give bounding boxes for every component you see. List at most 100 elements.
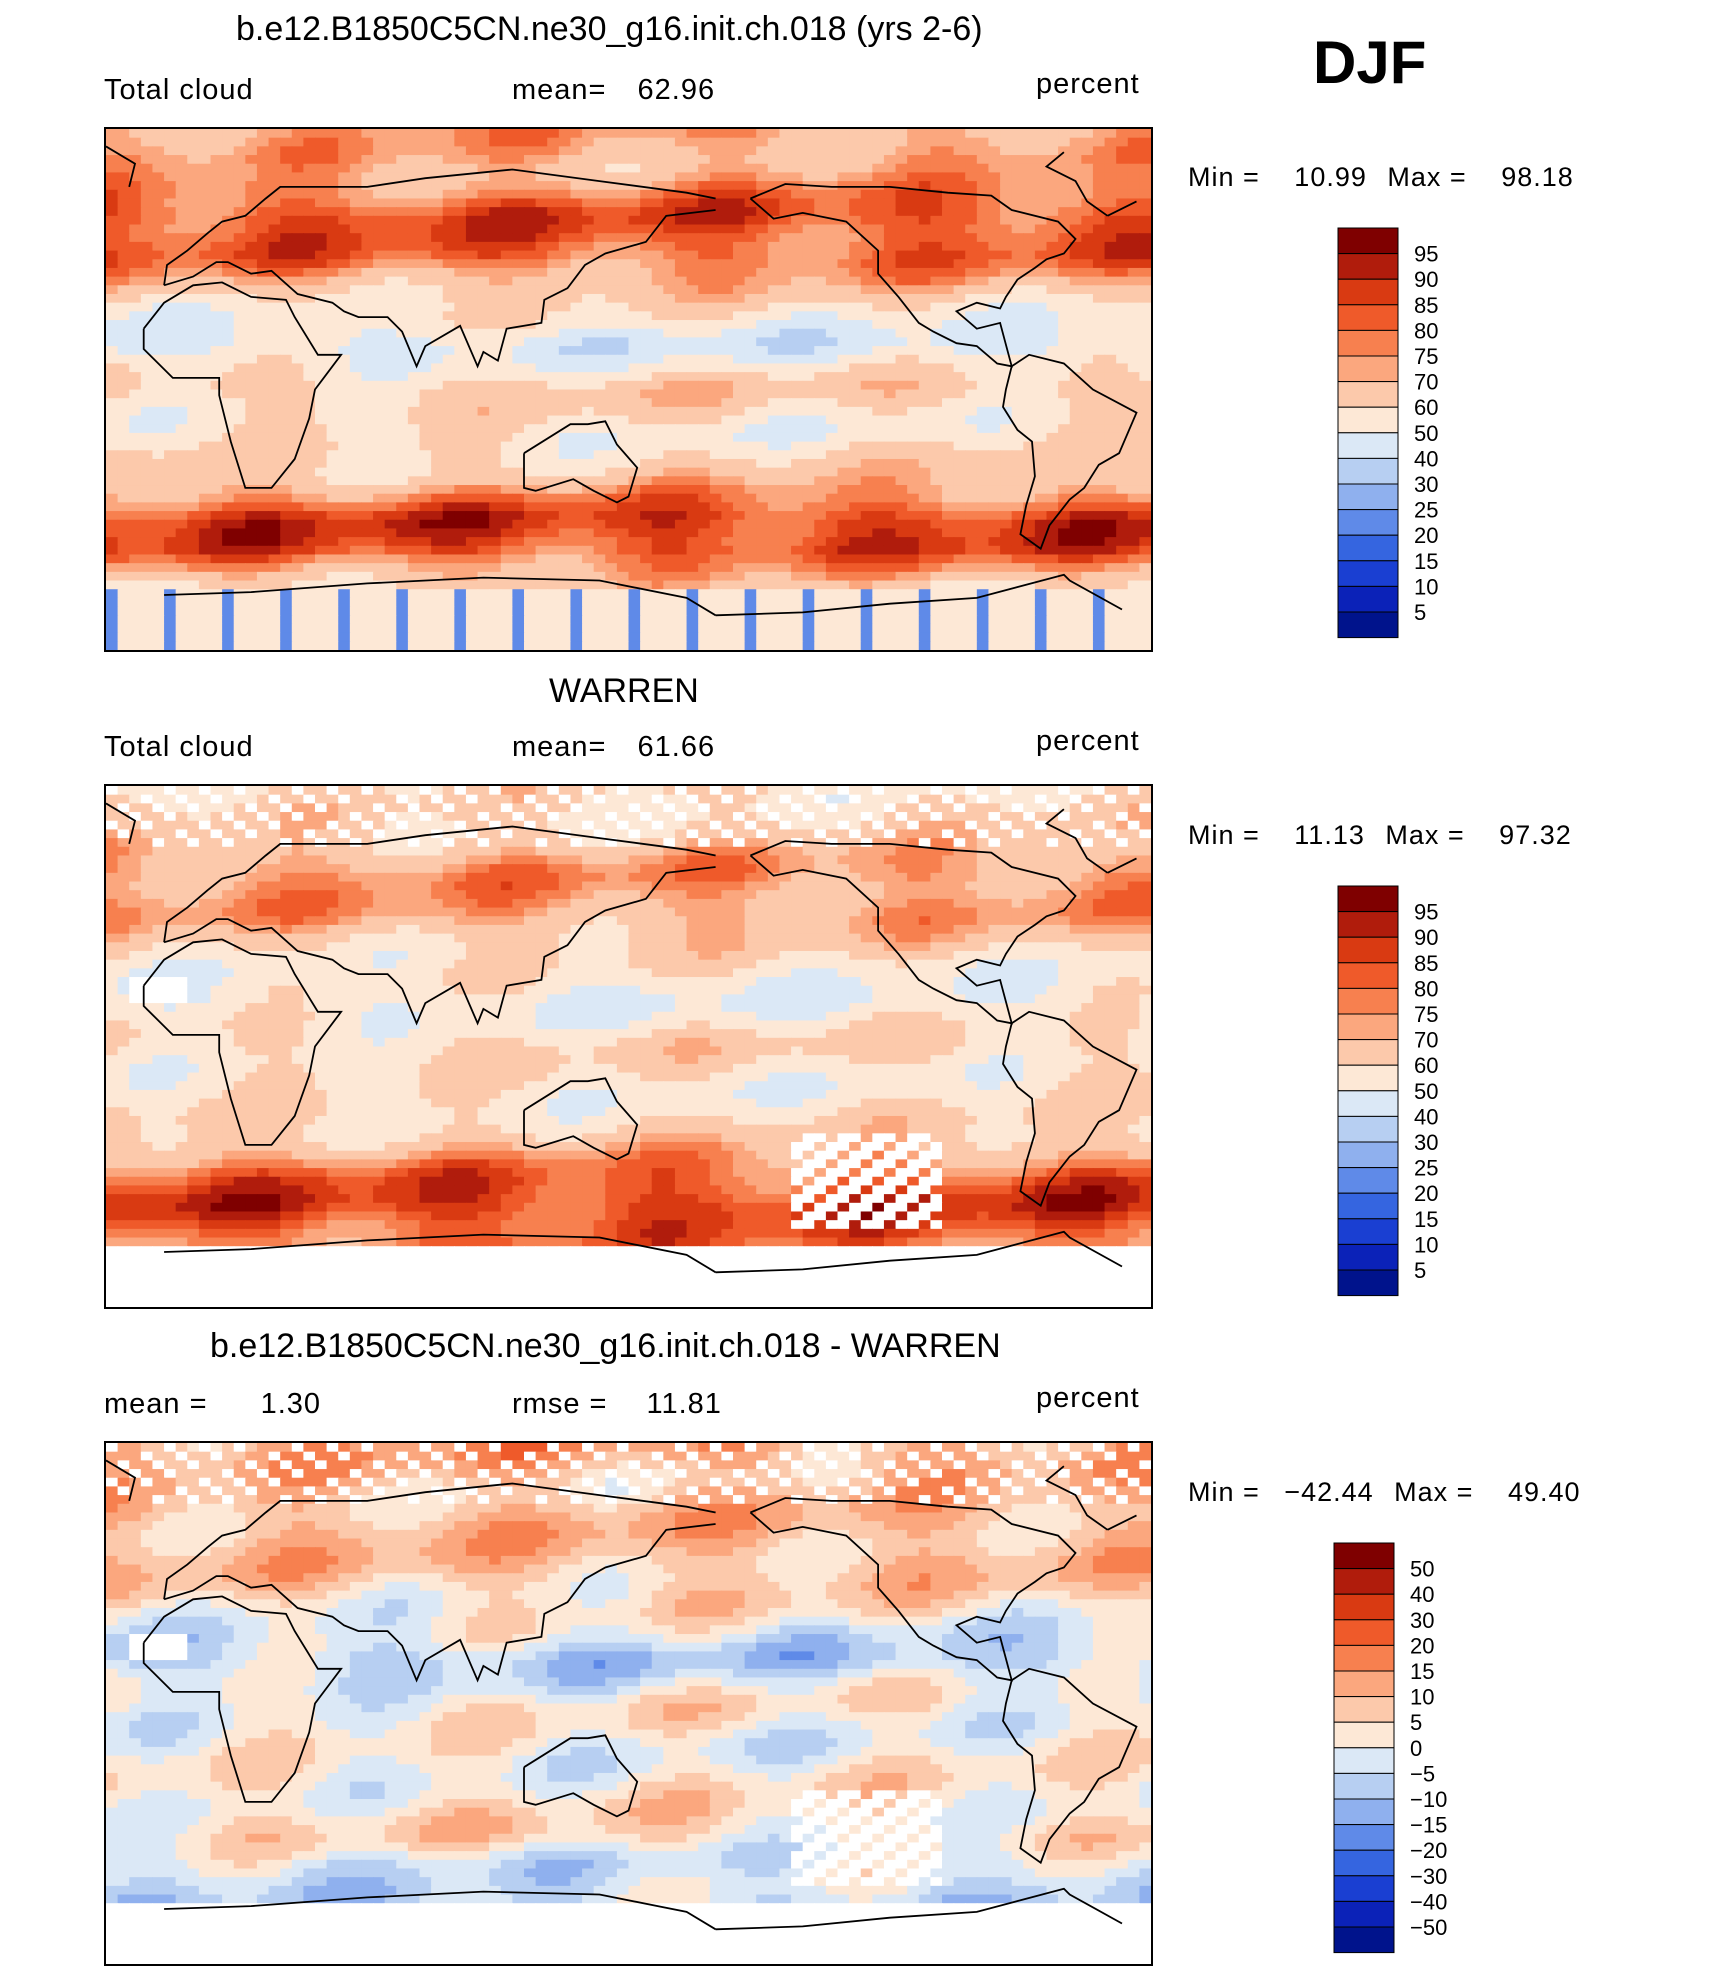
field-cell xyxy=(733,346,746,356)
field-cell xyxy=(164,137,177,147)
field-cell xyxy=(338,389,351,399)
field-cell xyxy=(187,146,200,156)
field-cell xyxy=(349,293,363,304)
field-cell xyxy=(756,285,769,295)
field-cell xyxy=(256,224,270,234)
field-cell xyxy=(686,406,699,417)
field-cell xyxy=(407,389,421,399)
field-cell xyxy=(210,450,223,460)
field-cell xyxy=(442,189,455,200)
field-cell xyxy=(674,432,688,443)
field-cell xyxy=(106,267,119,278)
field-cell xyxy=(942,224,955,234)
field-cell xyxy=(976,267,990,278)
field-cell xyxy=(210,267,223,278)
field-cell xyxy=(1081,311,1094,321)
field-cell xyxy=(895,207,908,217)
field-cell xyxy=(953,554,966,564)
field-cell xyxy=(465,597,479,608)
field-cell xyxy=(663,285,676,295)
field-cell xyxy=(175,233,188,243)
field-cell xyxy=(512,493,525,503)
field-cell xyxy=(976,528,990,538)
field-cell xyxy=(744,563,757,573)
field-cell xyxy=(384,389,397,399)
field-cell xyxy=(930,198,943,208)
field-cell xyxy=(1011,467,1024,477)
field-cell xyxy=(814,363,827,373)
field-cell xyxy=(907,528,920,538)
field-cell xyxy=(222,302,235,312)
field-cell xyxy=(535,441,548,451)
field-cell xyxy=(570,320,583,330)
field-cell xyxy=(1046,129,1059,139)
field-cell xyxy=(779,485,792,495)
field-cell xyxy=(1023,259,1036,269)
field-cell xyxy=(280,606,293,616)
field-cell xyxy=(535,406,548,417)
field-cell xyxy=(535,224,548,234)
field-cell xyxy=(140,415,154,425)
field-cell xyxy=(152,467,165,477)
field-cell xyxy=(767,172,781,182)
field-cell xyxy=(326,597,339,608)
field-cell xyxy=(616,198,630,208)
field-cell xyxy=(895,172,908,182)
field-cell xyxy=(245,181,258,191)
field-cell xyxy=(733,467,746,477)
field-cell xyxy=(1116,285,1129,295)
field-cell xyxy=(1127,432,1140,443)
field-cell xyxy=(222,207,235,217)
field-cell xyxy=(686,250,699,260)
field-cell xyxy=(164,537,177,547)
field-cell xyxy=(326,563,339,573)
field-cell xyxy=(883,545,897,556)
field-cell xyxy=(349,129,363,139)
field-cell xyxy=(1127,580,1140,590)
field-cell xyxy=(524,215,537,226)
field-cell xyxy=(164,458,177,469)
field-cell xyxy=(616,172,630,182)
field-cell xyxy=(465,250,479,260)
field-cell xyxy=(1046,372,1059,382)
field-cell xyxy=(733,424,746,434)
field-cell xyxy=(709,328,722,338)
field-cell xyxy=(1116,398,1129,408)
field-cell xyxy=(222,415,235,425)
field-cell xyxy=(291,424,304,434)
field-cell xyxy=(535,181,548,191)
field-cell xyxy=(361,580,374,590)
field-cell xyxy=(860,580,873,590)
field-cell xyxy=(744,363,757,373)
field-cell xyxy=(384,424,397,434)
field-cell xyxy=(1127,528,1140,538)
field-cell xyxy=(256,467,270,477)
field-cell xyxy=(907,137,920,147)
field-cell xyxy=(1000,537,1013,547)
field-cell xyxy=(117,511,130,521)
field-cell xyxy=(1000,476,1013,486)
field-cell xyxy=(616,432,630,443)
field-cell xyxy=(454,571,467,582)
field-cell xyxy=(152,302,165,312)
field-cell xyxy=(640,485,653,495)
field-cell xyxy=(268,146,281,156)
field-cell xyxy=(454,189,467,200)
field-cell xyxy=(779,389,792,399)
field-cell xyxy=(709,172,722,182)
field-cell xyxy=(872,372,885,382)
field-cell xyxy=(640,320,653,330)
field-cell xyxy=(1058,571,1071,582)
field-cell xyxy=(489,372,502,382)
field-cell xyxy=(454,293,467,304)
field-cell xyxy=(1081,320,1094,330)
field-cell xyxy=(721,424,734,434)
field-cell xyxy=(1069,267,1082,278)
field-cell xyxy=(1092,597,1106,608)
field-cell xyxy=(175,155,188,165)
field-cell xyxy=(767,467,781,477)
field-cell xyxy=(303,354,316,365)
field-cell xyxy=(849,511,862,521)
field-cell xyxy=(733,476,746,486)
field-cell xyxy=(489,293,502,304)
